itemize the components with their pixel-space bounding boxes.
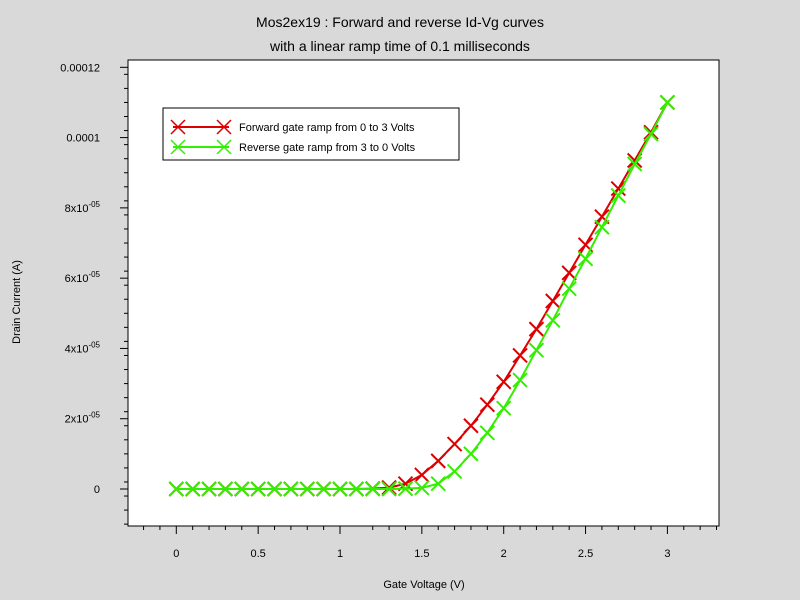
axes: 0 0.5 1 1.5 2 2.5 3 0 2x10-05 4x10-05 6x10-05 8x10-… [60, 62, 718, 560]
data-point [168, 481, 185, 497]
x-tick-label: 0.5 [251, 548, 266, 560]
x-tick-label: 3 [664, 548, 670, 560]
data-point [643, 126, 659, 142]
data-point [561, 265, 577, 281]
legend-label: Reverse gate ramp from 3 to 0 Volts [239, 142, 416, 154]
data-point [512, 347, 528, 364]
data-point [512, 372, 528, 388]
data-point [234, 481, 250, 497]
legend-marker [216, 119, 232, 135]
data-point [414, 467, 430, 483]
legend-box [162, 107, 460, 161]
y-axis-label: Drain Current (A) [11, 260, 23, 344]
data-point [315, 481, 332, 497]
data-point [594, 219, 610, 235]
data-point [561, 280, 577, 297]
chart-subtitle: with a linear ramp time of 0.1 milliseco… [269, 38, 530, 54]
data-point [659, 94, 676, 111]
data-point [184, 481, 201, 497]
legend-label: Forward gate ramp from 0 to 3 Volts [239, 122, 415, 134]
legend-marker [216, 139, 232, 155]
x-tick-label: 1.5 [414, 548, 429, 560]
data-point [446, 463, 463, 480]
y-tick-label: 4x10-05 [65, 340, 101, 355]
data-point [430, 453, 446, 469]
data-point [577, 251, 594, 267]
data-point [495, 374, 512, 390]
data-point [250, 481, 266, 497]
y-tick-label: 2x10-05 [65, 411, 101, 426]
legend: Forward gate ramp from 0 to 3 Volts Rever… [162, 107, 460, 161]
x-tick-label: 0 [173, 548, 179, 560]
legend-marker [170, 119, 186, 135]
data-point [283, 481, 299, 497]
data-point [528, 342, 545, 358]
data-point [266, 481, 283, 497]
data-point [528, 321, 545, 337]
y-tick-label: 0.00012 [60, 62, 100, 74]
data-point [217, 481, 234, 497]
data-point [545, 312, 561, 329]
x-tick-label: 1 [337, 548, 343, 560]
y-tick-label: 8x10-05 [65, 200, 101, 215]
y-tick-label: 6x10-05 [65, 270, 101, 285]
data-point [430, 476, 446, 492]
data-point [463, 418, 479, 434]
x-tick-label: 2.5 [578, 548, 593, 560]
data-point [381, 481, 397, 497]
data-point [610, 180, 626, 197]
y-tick-label: 0 [94, 484, 100, 496]
data-point [545, 293, 561, 309]
data-point [479, 396, 496, 413]
data-point [479, 425, 496, 441]
chart-title: Mos2ex19 : Forward and reverse Id-Vg cur… [256, 14, 544, 30]
data-point [414, 480, 430, 496]
data-point [446, 436, 463, 452]
data-point [495, 400, 512, 416]
y-tick-label: 0.0001 [66, 133, 100, 145]
x-tick-label: 2 [501, 548, 507, 560]
series-layer [168, 94, 676, 497]
data-point [299, 481, 315, 497]
legend-marker [170, 139, 186, 155]
data-point [463, 446, 479, 462]
series-2 [168, 94, 676, 497]
data-point [610, 187, 626, 204]
x-axis-label: Gate Voltage (V) [383, 579, 464, 591]
data-point [626, 156, 643, 172]
data-point [348, 481, 365, 497]
data-point [332, 481, 348, 497]
data-point [397, 480, 414, 497]
data-point [365, 481, 381, 497]
data-point [201, 481, 217, 497]
